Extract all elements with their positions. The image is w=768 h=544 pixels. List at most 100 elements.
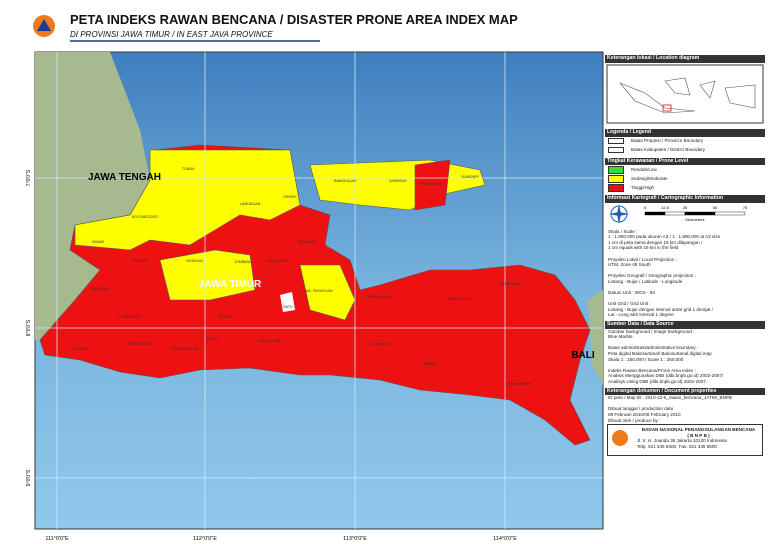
text-line: Gambar background / Image background : xyxy=(608,328,695,334)
text-line: Telp. 021 345 8400, Fax. 021 345 8500 xyxy=(637,443,717,449)
producer-box: BADAN NASIONAL PENANGGULANGAN BENCANA( B… xyxy=(607,424,763,457)
region-label: TUBAN xyxy=(182,167,195,171)
panel-graphic xyxy=(606,64,764,124)
region-label: GRESIK xyxy=(283,195,297,199)
text-line: Batas administrasi/administrative bounda… xyxy=(608,345,699,351)
section-head: Keterangan lokasi / Location diagram xyxy=(605,55,765,63)
region-label: JOMBANG xyxy=(234,260,252,264)
text-line: Proyeksi Geografi / Geographic projectio… xyxy=(608,273,696,279)
region-label: LAMONGAN xyxy=(240,202,261,206)
scale-tick: 12.5 xyxy=(661,205,670,210)
text-line: UTM, Zone 49 South xyxy=(608,262,651,268)
region-label: TRENGGALEK xyxy=(128,342,153,346)
lon-label: 114°0'0"E xyxy=(493,536,517,542)
text-line: Batas Kabupaten / District Boundary xyxy=(605,146,765,155)
panel-graphic: 0 12.5 25 50 75 Kilometers xyxy=(609,203,748,224)
producer-logo xyxy=(612,430,628,447)
lat-label: 9°0'0"S xyxy=(26,469,32,486)
region-label: NGAWI xyxy=(92,240,104,244)
section-head: Legenda / Legend xyxy=(605,129,765,137)
title: PETA INDEKS RAWAN BENCANA / DISASTER PRO… xyxy=(70,12,518,27)
scale-tick: 0 xyxy=(644,205,647,210)
text-line: Sedang/Moderate xyxy=(605,174,765,183)
region-label: SAMPANG xyxy=(389,179,407,183)
lon-label: 113°0'0"E xyxy=(343,536,367,542)
region-label: PROBOLINGGO xyxy=(367,295,394,299)
region-label: PAMEKASAN xyxy=(419,182,442,186)
region-label: BOJONEGORO xyxy=(132,215,158,219)
region-label: PACITAN xyxy=(72,347,87,351)
province-label: JAWA TIMUR xyxy=(199,279,262,290)
text-line: Skala / Scale : xyxy=(608,228,638,234)
text-line: Dibuat oleh / produce by : xyxy=(608,417,661,423)
region-label: KEDIRI xyxy=(219,315,231,319)
text-line xyxy=(608,138,624,145)
central-java xyxy=(35,52,150,340)
text-line: Batas Propinsi / Province Boundary xyxy=(605,137,765,146)
scale-tick: 25 xyxy=(683,205,688,210)
province-label: BALI xyxy=(571,350,595,361)
region-label: MAGETAN xyxy=(91,287,109,291)
text-line: Rendah/Low xyxy=(605,165,765,174)
legend-swatch xyxy=(608,183,624,192)
text-line: Analisis Menggunakan DIBI (dibi.bnpb.go.… xyxy=(608,373,724,379)
region-label: KAB. MALANG xyxy=(258,339,283,343)
text-line: ( B N P B ) xyxy=(687,432,710,438)
subtitle: DI PROVINSI JAWA TIMUR / IN EAST JAVA PR… xyxy=(70,30,273,39)
region-label: SUMENEP xyxy=(461,175,479,179)
region-label: BANGKALAN xyxy=(334,179,356,183)
text-line: Lat - Long with interval 1 degree xyxy=(608,312,674,318)
side-panel: Keterangan lokasi / Location diagram Lege… xyxy=(605,52,765,539)
text-line: ID peta / Map ID : 2010-12-6_rawan_benca… xyxy=(608,395,733,401)
section-head: Keterangan dokumen / Document properties xyxy=(605,387,765,396)
region-label: MOJOKERTO xyxy=(267,259,290,263)
text-line: Datum Unit : WGS - 84 xyxy=(608,290,655,296)
text-line: Indeks Rawan Bencana/Prone Area Index : xyxy=(608,367,696,373)
text-line: 1 cm di peta sama dengan 19 km dilapanga… xyxy=(608,239,703,245)
text-line: Tinggi/High xyxy=(605,183,765,192)
text-line: Dibuat tanggal / production date xyxy=(608,406,674,412)
bali-land xyxy=(588,290,603,385)
region-label: NGANJUK xyxy=(186,259,204,263)
compass-star xyxy=(609,203,629,224)
text-line xyxy=(608,147,624,154)
scale-bar xyxy=(714,211,746,216)
legend-label: Batas Propinsi / Province Boundary xyxy=(631,138,704,144)
inset-box xyxy=(662,104,672,111)
text-line: Peta digital Bakosurtanal/ Bakosurtanal … xyxy=(608,351,712,357)
scale-unit: Kilometers xyxy=(686,217,705,222)
legend-label: Rendah/Low xyxy=(631,167,657,173)
text-line: Blue Marble xyxy=(608,334,633,340)
lon-label: 112°0'0"E xyxy=(193,536,217,542)
white-area xyxy=(280,292,295,312)
scale-tick: 50 xyxy=(713,205,718,210)
legend-label: Tinggi/High xyxy=(631,185,655,191)
region-label: PONOROGO xyxy=(119,315,141,319)
text-line: Jl. Ir. H. Juanda 36 Jakarta 10120 Indon… xyxy=(637,438,727,444)
scale-bar xyxy=(664,211,686,216)
sumenep-high xyxy=(414,159,451,211)
region-label: SITUBONDO xyxy=(499,282,521,286)
region-label: LUMAJANG xyxy=(370,342,390,346)
region-label: BANYUWANGI xyxy=(508,382,532,386)
legend-label: Sedang/Moderate xyxy=(631,176,668,182)
legend-swatch xyxy=(608,165,624,174)
text-line: BADAN NASIONAL PENANGGULANGAN BENCANA xyxy=(641,427,756,433)
text-line: Lintang - Bujur / Latitude - Longitude xyxy=(608,278,683,284)
text-line: 1 : 1.900.000 pada ukuran A3 / 1 : 1.900… xyxy=(608,234,721,240)
region-label: TULUNGAGUNG xyxy=(171,347,199,351)
scale-bar xyxy=(644,211,666,216)
text-line: Lintang - Bujur dengan interval antar gr… xyxy=(608,306,713,312)
text-line: 1 cm equals with 19 km in the field xyxy=(608,245,679,251)
text-line: 08 Februari 2010/08 February 2010 xyxy=(608,411,681,417)
lat-label: 8°0'0"S xyxy=(26,319,32,336)
text-line: Unit Grid / Grid Unit : xyxy=(608,301,651,307)
section-head: Sumber Data / Data Source xyxy=(605,321,765,329)
region-label: KAB. PASURUAN xyxy=(304,289,333,293)
section-head: Tingkat Kerawanan / Prone Level xyxy=(605,157,765,166)
moderate-pasuruan xyxy=(299,264,356,321)
region-label: SIDOARJO xyxy=(298,240,317,244)
region-label: JEMBER xyxy=(423,362,438,366)
inset-land xyxy=(619,77,756,113)
